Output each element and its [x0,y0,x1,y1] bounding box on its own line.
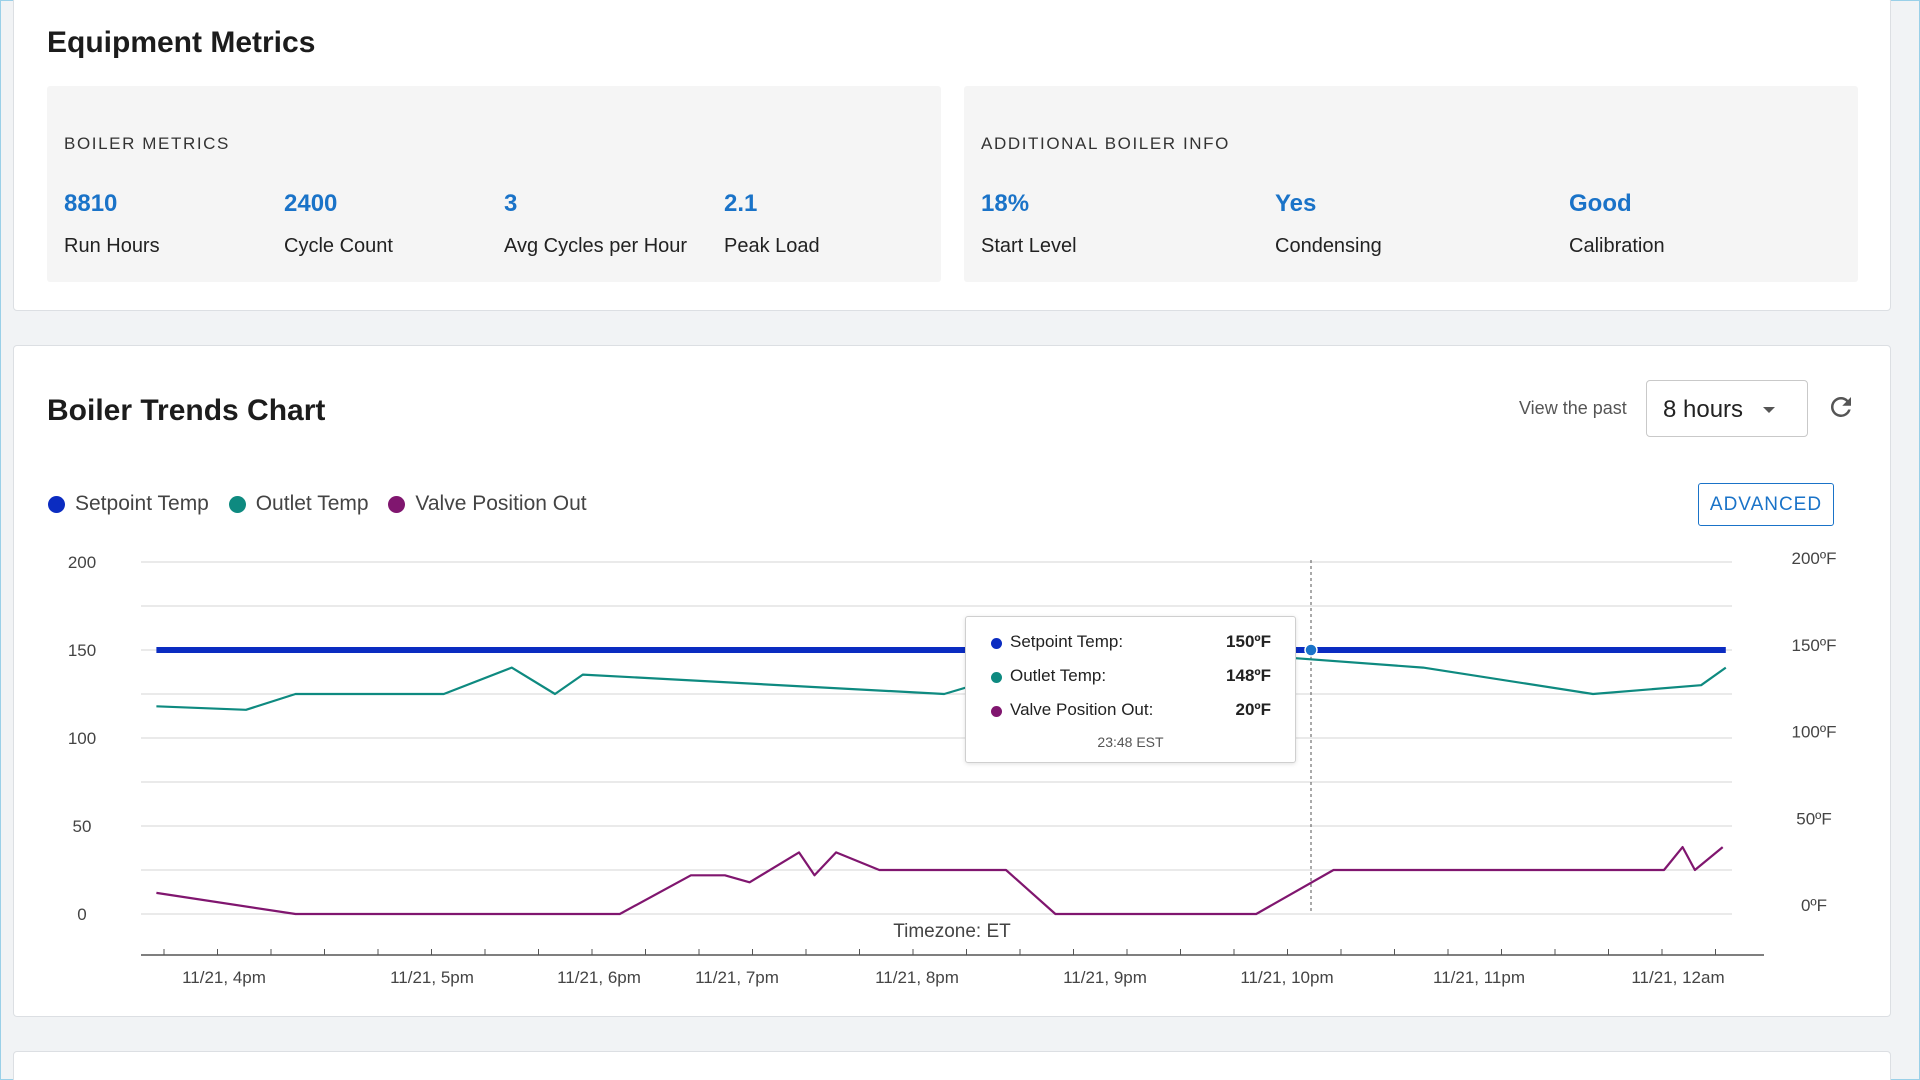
tooltip-time: 23:48 EST [1097,734,1164,750]
additional-boiler-info-panel: ADDITIONAL BOILER INFO 18% Start Level Y… [964,86,1858,282]
legend-dot [48,495,65,513]
metric-cycle-count: 2400 Cycle Count [284,190,393,258]
metric-value: 2.1 [724,190,758,217]
tooltip-value: 148ºF [1226,666,1271,685]
metric-value: 3 [504,190,518,217]
legend-label: Setpoint Temp [75,492,209,515]
metric-condensing: Yes Condensing [1275,190,1382,258]
next-card [13,1051,1891,1080]
boiler-trends-title: Boiler Trends Chart [47,394,326,427]
tooltip-label: Valve Position Out: [1010,700,1154,719]
tooltip-value: 150ºF [1226,632,1271,651]
metric-run-hours: 8810 Run Hours [64,190,160,258]
legend-dot [388,495,406,513]
x-tick-label: 11/21, 9pm [1063,968,1147,987]
y-right-tick-label: 0ºF [1801,896,1827,915]
metric-avg-cycles: 3 Avg Cycles per Hour [504,190,687,258]
boiler-metrics-panel: BOILER METRICS 8810 Run Hours 2400 Cycle… [47,86,941,282]
tooltip-dot [991,672,1002,683]
x-tick-label: 11/21, 10pm [1240,968,1333,987]
legend-item-setpoint[interactable]: Setpoint Temp [48,492,209,516]
legend-dot [228,495,246,513]
y-left-tick-label: 0 [77,905,86,924]
y-left-tick-label: 200 [68,553,96,572]
legend-label: Outlet Temp [255,492,369,515]
y-right-tick-label: 100ºF [1792,723,1837,742]
chart-tooltip: Setpoint Temp: 150ºF Outlet Temp: 148ºF … [965,616,1296,763]
x-tick-label: 11/21, 8pm [875,968,959,987]
metric-value: 2400 [284,190,338,217]
x-axis-title: Timezone: ET [893,921,1011,942]
time-range-value: 8 hours [1663,396,1744,423]
metric-label: Run Hours [64,235,160,257]
tooltip-value: 20ºF [1235,700,1271,719]
additional-info-heading: ADDITIONAL BOILER INFO [981,134,1230,153]
metric-label: Start Level [981,235,1077,257]
y-right-tick-label: 200ºF [1792,549,1837,568]
boiler-trends-card: Boiler Trends Chart View the past 8 hour… [13,345,1891,1017]
y-left-tick-label: 50 [73,817,92,836]
view-past-label: View the past [1519,398,1627,418]
metric-label: Calibration [1569,235,1665,257]
y-left-tick-label: 100 [68,729,96,748]
x-tick-label: 11/21, 11pm [1433,968,1525,987]
legend-item-outlet[interactable]: Outlet Temp [228,492,369,516]
boiler-trends-chart: 0 50 100 150 200 0ºF 50ºF 100ºF 150ºF 200ºF 11/21,… [68,549,1837,987]
tooltip-dot [991,638,1002,649]
y-right-tick-label: 150ºF [1792,636,1837,655]
caret-down-icon [1763,407,1775,413]
series-line-valve-position-out [156,846,1724,916]
tooltip-label: Setpoint Temp: [1010,632,1124,651]
x-tick-label: 11/21, 7pm [695,968,779,987]
legend-item-valve[interactable]: Valve Position Out [388,492,587,516]
tooltip-row-outlet: Outlet Temp: 148ºF [991,666,1281,688]
time-range-select[interactable]: 8 hours [1646,380,1808,437]
metric-value: Yes [1275,190,1317,217]
x-tick-label: 11/21, 5pm [390,968,474,987]
advanced-button[interactable]: ADVANCED [1698,483,1834,526]
legend-label: Valve Position Out [415,492,587,515]
x-tick-label: 11/21, 6pm [557,968,641,987]
metric-label: Avg Cycles per Hour [504,235,688,257]
y-right-tick-label: 50ºF [1796,809,1832,828]
chart-legend: Setpoint Temp Outlet Temp Valve Position… [48,492,601,522]
metric-calibration: Good Calibration [1569,190,1665,258]
boiler-metrics-heading: BOILER METRICS [64,134,230,153]
tooltip-row-setpoint: Setpoint Temp: 150ºF [991,632,1281,654]
series-line-outlet-temp [156,652,1727,711]
metric-peak-load: 2.1 Peak Load [724,190,820,258]
tooltip-label: Outlet Temp: [1010,666,1107,685]
equipment-metrics-card: Equipment Metrics BOILER METRICS 8810 Ru… [13,0,1891,311]
hover-point [1304,643,1318,657]
tooltip-dot [991,706,1002,717]
metric-start-level: 18% Start Level [981,190,1077,258]
tooltip-row-valve: Valve Position Out: 20ºF [991,700,1281,722]
metric-value: 18% [981,190,1030,217]
metric-label: Peak Load [724,235,820,257]
metric-value: Good [1569,190,1632,217]
x-tick-label: 11/21, 12am [1631,968,1724,987]
x-tick-label: 11/21, 4pm [182,968,266,987]
y-left-tick-label: 150 [68,641,96,660]
metric-label: Cycle Count [284,235,393,257]
metric-label: Condensing [1275,235,1382,257]
metric-value: 8810 [64,190,118,217]
equipment-metrics-title: Equipment Metrics [47,26,316,59]
